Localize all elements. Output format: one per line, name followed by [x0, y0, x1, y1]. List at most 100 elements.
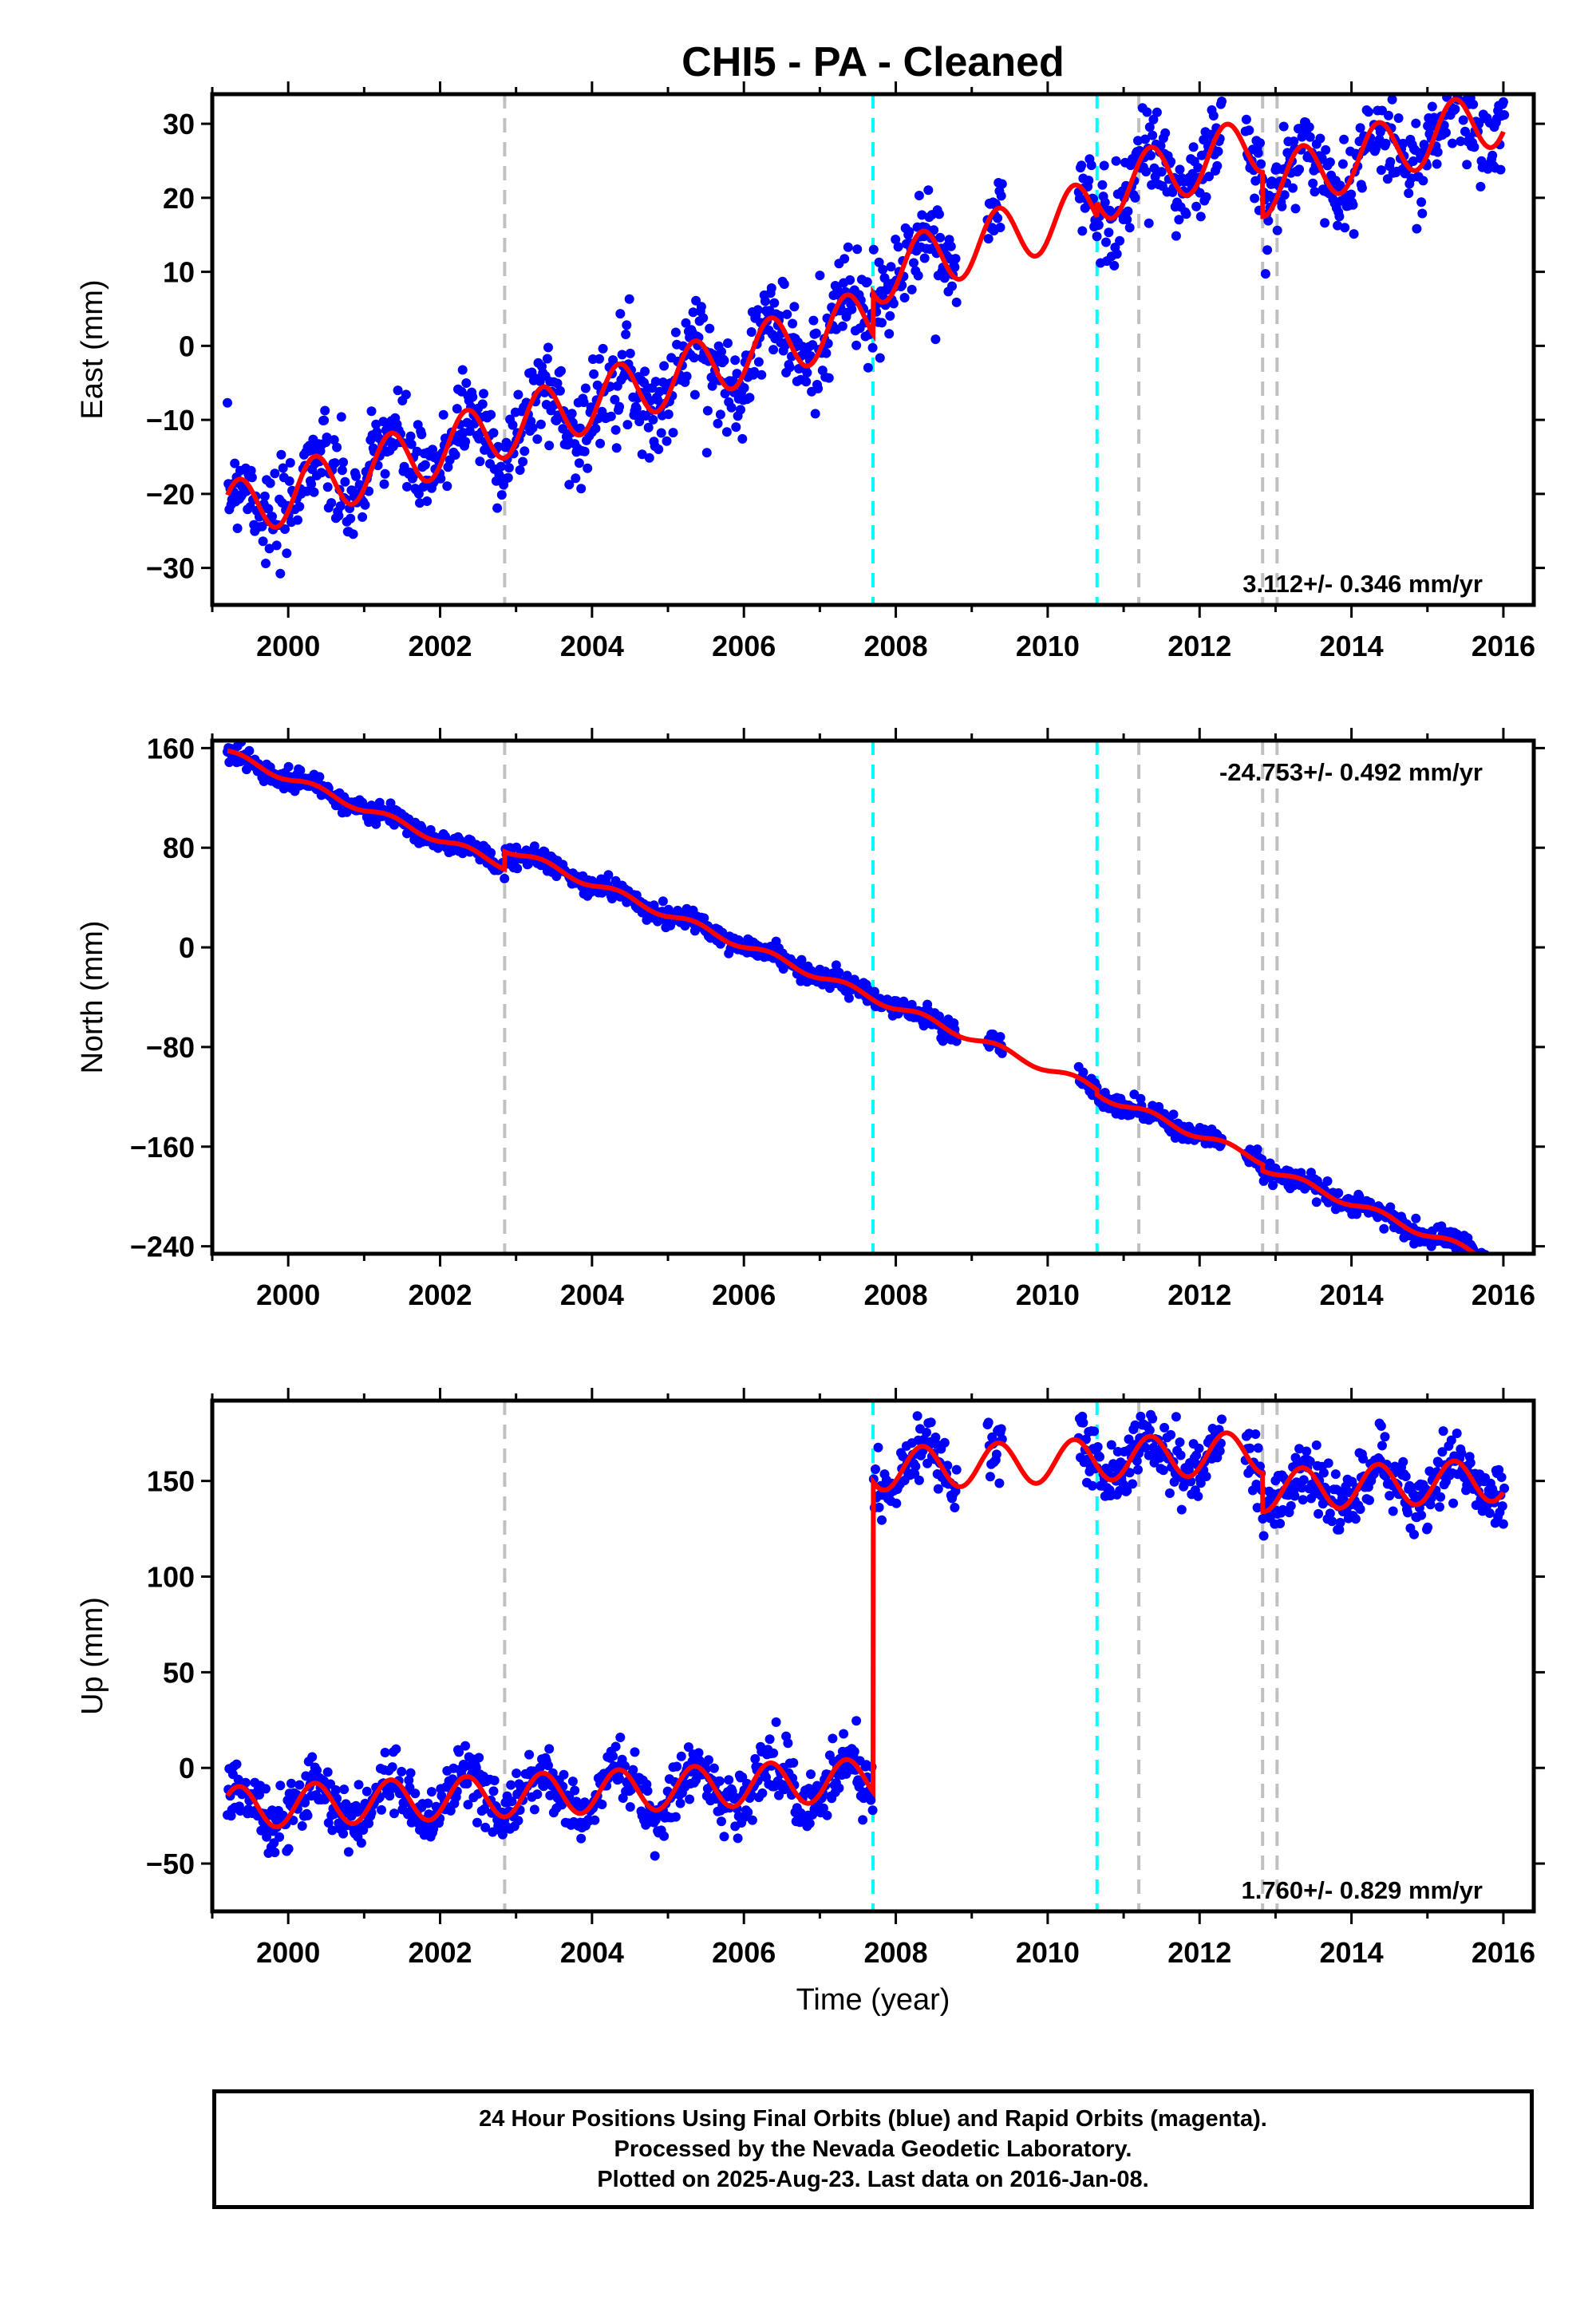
- x-tick-label: 2010: [1016, 1279, 1080, 1311]
- data-point: [462, 417, 472, 428]
- data-point: [579, 397, 589, 408]
- data-point: [951, 297, 962, 307]
- data-point: [746, 327, 757, 337]
- data-point: [934, 209, 944, 219]
- data-point: [591, 424, 601, 433]
- data-point: [1438, 1426, 1448, 1437]
- data-point: [843, 242, 853, 252]
- data-point: [1476, 181, 1486, 192]
- data-point: [461, 378, 472, 388]
- data-point: [275, 568, 286, 579]
- data-point: [417, 429, 427, 440]
- y-axis-label: East (mm): [76, 279, 109, 419]
- data-point: [486, 848, 496, 858]
- data-point: [689, 353, 699, 363]
- data-point: [1499, 110, 1510, 120]
- data-point: [1212, 160, 1223, 171]
- data-point: [244, 745, 255, 756]
- data-point: [839, 1729, 849, 1739]
- y-tick-label: −160: [130, 1131, 195, 1164]
- data-point: [1133, 1464, 1143, 1475]
- data-point: [1305, 132, 1315, 142]
- data-point: [851, 340, 862, 350]
- data-point: [460, 437, 471, 447]
- data-point: [302, 1810, 313, 1820]
- data-point: [261, 1784, 271, 1794]
- data-point: [985, 1472, 995, 1482]
- data-point: [1411, 118, 1421, 128]
- data-point: [1298, 1475, 1309, 1485]
- data-point: [648, 414, 658, 425]
- data-point: [1124, 223, 1135, 233]
- data-point: [589, 369, 599, 379]
- y-tick-label: 80: [163, 832, 195, 864]
- data-point: [810, 409, 820, 419]
- data-point: [1339, 134, 1349, 144]
- data-point: [768, 1748, 779, 1758]
- data-point: [513, 389, 523, 400]
- data-point: [685, 1794, 695, 1804]
- data-point: [518, 456, 528, 467]
- data-point: [788, 1757, 799, 1768]
- data-point: [1123, 206, 1133, 216]
- data-point: [696, 302, 706, 312]
- data-point: [1475, 84, 1484, 93]
- data-point: [779, 279, 789, 289]
- data-point: [1302, 1446, 1312, 1456]
- data-point: [259, 491, 270, 501]
- data-point: [504, 463, 514, 473]
- data-point: [1492, 1261, 1502, 1271]
- data-point: [1462, 160, 1472, 170]
- data-point: [385, 798, 396, 808]
- data-point: [723, 338, 733, 348]
- data-point: [468, 392, 478, 402]
- data-point: [1350, 1514, 1361, 1524]
- data-point: [719, 355, 729, 366]
- data-point: [293, 515, 302, 525]
- data-point: [1195, 211, 1206, 222]
- data-point: [258, 536, 268, 547]
- data-point: [306, 479, 317, 489]
- data-point: [1452, 1429, 1462, 1438]
- x-tick-label: 2016: [1472, 630, 1535, 662]
- data-point: [590, 1815, 600, 1825]
- data-point: [460, 1741, 471, 1751]
- data-point: [1089, 1426, 1100, 1437]
- data-point: [628, 1765, 638, 1775]
- data-point: [309, 487, 319, 497]
- data-point: [474, 1753, 484, 1763]
- data-point: [917, 210, 927, 220]
- data-point: [575, 423, 585, 433]
- data-point: [1148, 130, 1158, 140]
- data-point: [338, 457, 349, 468]
- data-point: [401, 389, 411, 400]
- y-tick-label: −20: [146, 478, 195, 511]
- data-point: [1311, 1440, 1321, 1450]
- data-point: [457, 365, 468, 375]
- data-point: [1144, 1425, 1155, 1436]
- y-tick-label: 50: [163, 1656, 195, 1689]
- data-point: [904, 227, 915, 237]
- data-point: [757, 370, 767, 380]
- data-point: [760, 296, 770, 306]
- data-point: [899, 293, 910, 302]
- data-point: [1176, 1504, 1187, 1515]
- data-point: [488, 428, 499, 438]
- y-tick-label: 0: [179, 330, 195, 362]
- data-point: [1260, 269, 1270, 279]
- data-point: [1491, 1255, 1500, 1265]
- data-point: [659, 361, 670, 371]
- data-point: [503, 472, 513, 483]
- x-tick-label: 2004: [560, 1936, 624, 1969]
- data-point: [512, 1769, 522, 1778]
- data-point: [1448, 138, 1457, 148]
- data-point: [389, 1808, 399, 1819]
- data-point: [351, 471, 361, 481]
- data-point: [1460, 72, 1469, 81]
- data-points-group: [223, 72, 1510, 579]
- data-point: [1092, 231, 1102, 242]
- data-point: [1288, 183, 1298, 193]
- data-point: [995, 1032, 1005, 1042]
- data-point: [1308, 178, 1318, 188]
- data-point: [524, 1749, 535, 1760]
